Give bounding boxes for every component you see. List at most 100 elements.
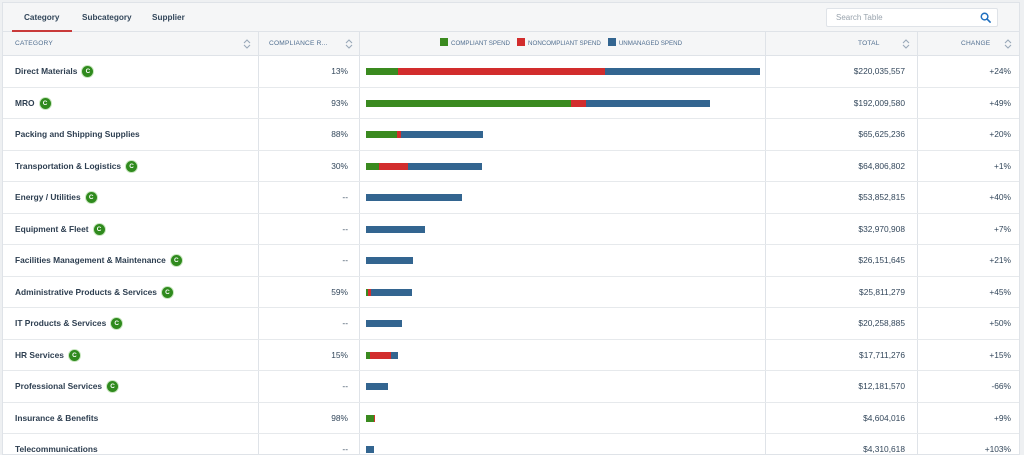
category-name[interactable]: Insurance & Benefits	[15, 403, 98, 434]
total-spend: $65,625,236	[858, 129, 905, 139]
unmanaged-spend-segment	[366, 194, 463, 201]
tab-supplier[interactable]: Supplier	[152, 13, 185, 22]
category-name[interactable]: Equipment & Fleet C	[15, 214, 105, 245]
noncompliant-spend-segment	[368, 288, 372, 296]
category-name[interactable]: Packing and Shipping Supplies	[15, 119, 140, 150]
table-row[interactable]: Equipment & Fleet C -- $32,970,908 +7%	[3, 214, 1019, 245]
total-spend: $64,806,802	[858, 160, 905, 171]
legend-swatch	[607, 38, 616, 46]
category-name-text: IT Products & Services	[15, 318, 107, 328]
contract-badge-icon: C	[93, 223, 105, 235]
total-spend: $4,310,618	[863, 444, 905, 454]
spend-bar[interactable]	[366, 320, 403, 327]
category-name-text: MRO	[15, 97, 35, 108]
table-row[interactable]: MRO C 93% $192,009,580 +49%	[3, 88, 1019, 119]
unmanaged-spend-segment	[605, 68, 760, 75]
total-spend: $25,811,279	[859, 286, 905, 297]
table-row[interactable]: Insurance & Benefits 98% $4,604,016 +9%	[3, 403, 1019, 434]
unmanaged-spend-segment	[366, 383, 388, 390]
column-header-change[interactable]: CHANGE	[961, 40, 991, 47]
noncompliant-spend-segment	[378, 162, 408, 170]
spend-bar[interactable]	[366, 99, 710, 107]
compliance-rate: --	[342, 223, 348, 234]
unmanaged-spend-segment	[366, 257, 413, 264]
table-row[interactable]: Professional Services C -- $12,181,570 -66%	[3, 371, 1019, 403]
category-name[interactable]: HR Services C	[15, 340, 80, 371]
category-name[interactable]: Professional Services C	[15, 371, 119, 402]
compliant-spend-segment	[366, 414, 375, 422]
sort-icon[interactable]	[243, 38, 251, 50]
sort-icon[interactable]	[345, 38, 353, 50]
spend-bar[interactable]	[366, 288, 413, 296]
category-name[interactable]: Administrative Products & Services C	[15, 277, 173, 308]
change-percent: -66%	[991, 381, 1011, 391]
spend-bar[interactable]	[366, 162, 483, 170]
table-row[interactable]: Telecommunications -- $4,310,618 +103%	[3, 434, 1019, 454]
compliant-spend-segment	[366, 99, 572, 107]
compliance-rate: --	[342, 255, 348, 265]
table-row[interactable]: Administrative Products & Services C 59% $2…	[3, 277, 1019, 308]
unmanaged-spend-segment	[366, 446, 374, 453]
table-row[interactable]: Facilities Management & Maintenance C -- $2…	[3, 245, 1019, 277]
category-name-text: Facilities Management & Maintenance	[15, 255, 166, 265]
change-percent: +7%	[994, 223, 1011, 234]
spend-bar[interactable]	[366, 383, 388, 390]
category-name-text: Telecommunications	[15, 444, 98, 454]
compliance-rate: --	[342, 381, 348, 391]
column-divider	[359, 32, 360, 454]
column-divider	[917, 32, 918, 454]
category-name-text: Packing and Shipping Supplies	[15, 129, 140, 139]
unmanaged-spend-segment	[390, 351, 398, 359]
search-box	[826, 8, 998, 27]
tab-subcategory[interactable]: Subcategory	[82, 13, 132, 22]
spend-bar[interactable]	[366, 225, 426, 233]
spend-bar[interactable]	[366, 68, 760, 75]
contract-badge-icon: C	[82, 66, 94, 77]
compliant-spend-segment	[366, 288, 369, 296]
category-name[interactable]: Energy / Utilities C	[15, 182, 97, 213]
table-row[interactable]: Energy / Utilities C -- $53,852,815 +40%	[3, 182, 1019, 214]
category-name-text: Professional Services	[15, 381, 103, 391]
compliant-spend-segment	[366, 131, 397, 138]
compliance-rate: --	[342, 192, 348, 202]
total-spend: $192,009,580	[853, 97, 905, 108]
noncompliant-spend-segment	[397, 68, 606, 75]
table-row[interactable]: Direct Materials C 13% $220,035,557 +24%	[3, 56, 1019, 88]
table-row[interactable]: HR Services C 15% $17,711,276 +15%	[3, 340, 1019, 371]
spend-bar[interactable]	[366, 351, 398, 359]
spend-bar[interactable]	[366, 131, 484, 138]
column-divider	[765, 32, 766, 454]
category-name[interactable]: Facilities Management & Maintenance C	[15, 245, 182, 276]
spend-bar[interactable]	[366, 414, 375, 422]
column-header-compliance-rate[interactable]: COMPLIANCE R...	[269, 40, 328, 47]
spend-bar[interactable]	[366, 194, 463, 201]
table-row[interactable]: Packing and Shipping Supplies 88% $65,625,…	[3, 119, 1019, 151]
column-header-category[interactable]: CATEGORY	[15, 40, 53, 47]
legend-swatch	[440, 38, 448, 46]
contract-badge-icon: C	[107, 381, 119, 392]
column-header-total[interactable]: TOTAL	[858, 40, 880, 47]
total-spend: $26,151,645	[858, 255, 905, 265]
compliance-rate: --	[342, 444, 348, 454]
spend-bar[interactable]	[366, 257, 413, 264]
category-name[interactable]: IT Products & Services C	[15, 308, 123, 339]
tab-category[interactable]: Category	[12, 3, 71, 32]
legend-swatch	[517, 38, 526, 46]
category-name[interactable]: Transportation & Logistics C	[15, 151, 138, 182]
table-row[interactable]: Transportation & Logistics C 30% $64,806,80…	[3, 151, 1019, 182]
compliant-spend-segment	[366, 68, 398, 75]
category-name[interactable]: Telecommunications	[15, 434, 98, 454]
sort-icon[interactable]	[902, 38, 910, 50]
compliance-rate: 88%	[331, 129, 348, 139]
total-spend: $32,970,908	[858, 223, 905, 234]
unmanaged-spend-segment	[366, 225, 426, 233]
spend-bar[interactable]	[366, 446, 374, 453]
search-icon[interactable]	[980, 12, 991, 23]
sort-icon[interactable]	[1004, 38, 1012, 50]
compliance-rate: 13%	[331, 66, 348, 76]
category-name[interactable]: MRO C	[15, 88, 51, 119]
category-name[interactable]: Direct Materials C	[15, 56, 94, 87]
search-input[interactable]	[827, 9, 977, 26]
table-row[interactable]: IT Products & Services C -- $20,258,885 +50%	[3, 308, 1019, 340]
